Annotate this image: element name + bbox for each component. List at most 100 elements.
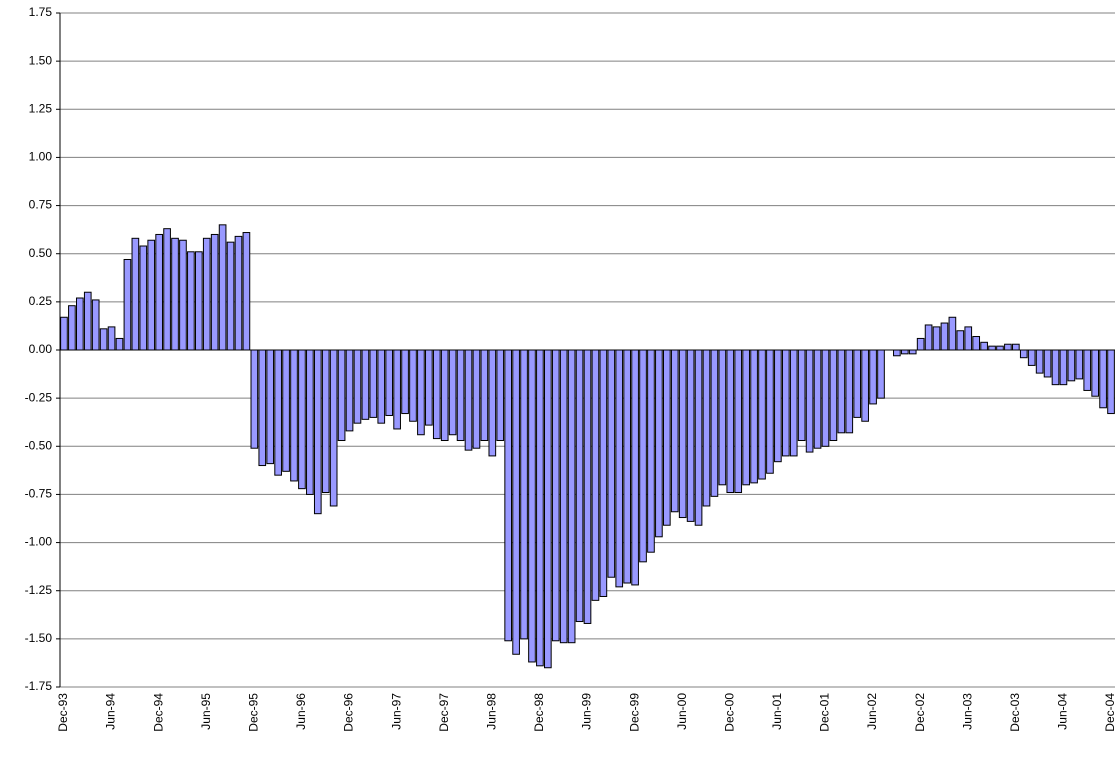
x-tick-label: Jun-94 — [104, 693, 118, 730]
bar — [448, 349, 457, 436]
bar — [1059, 349, 1068, 386]
bar — [774, 349, 782, 463]
bar — [599, 349, 608, 597]
bar — [956, 330, 965, 351]
bar — [1035, 349, 1044, 374]
x-tick-label: Dec-03 — [1008, 693, 1022, 732]
bar — [536, 349, 544, 667]
y-tick-label: 0.25 — [29, 294, 53, 308]
bar — [337, 349, 346, 442]
x-tick-label: Dec-02 — [913, 693, 927, 732]
bar — [726, 349, 735, 494]
bar — [710, 349, 719, 497]
bar — [504, 349, 513, 642]
bar — [1099, 349, 1107, 409]
x-tick-label: Jun-04 — [1056, 693, 1070, 730]
y-tick-label: 1.00 — [29, 150, 53, 164]
bar — [432, 349, 441, 440]
bar — [321, 349, 330, 494]
bar — [631, 349, 639, 586]
bar — [670, 349, 679, 513]
x-tick-label: Dec-95 — [247, 693, 261, 732]
bar — [345, 349, 354, 432]
bar — [583, 349, 592, 624]
bar — [417, 349, 425, 436]
y-tick-label: 1.25 — [29, 101, 53, 115]
bar — [797, 349, 806, 442]
bar — [512, 349, 520, 655]
bar — [678, 349, 687, 519]
bar — [837, 349, 846, 434]
bar — [1004, 343, 1012, 351]
bar — [456, 349, 465, 442]
x-tick-label: Jun-98 — [484, 693, 498, 730]
bar — [861, 349, 869, 422]
bar — [1012, 343, 1020, 351]
x-tick-label: Jun-95 — [199, 693, 213, 730]
x-tick-label: Dec-99 — [627, 693, 641, 732]
x-tick-label: Dec-93 — [56, 693, 70, 732]
y-tick-label: -1.50 — [25, 631, 53, 645]
bar — [980, 341, 988, 351]
bar — [900, 349, 909, 355]
bar — [282, 349, 290, 472]
bar — [480, 349, 489, 442]
y-tick-label: 0.50 — [29, 246, 53, 260]
bar — [393, 349, 401, 430]
x-tick-label: Dec-01 — [818, 693, 832, 732]
bar — [123, 258, 132, 351]
y-tick-label: 0.75 — [29, 198, 53, 212]
bar — [75, 297, 84, 351]
bar — [940, 322, 949, 351]
x-tick-label: Dec-94 — [151, 693, 165, 732]
bar — [853, 349, 862, 418]
bar — [964, 326, 973, 351]
bar — [194, 251, 203, 351]
bar — [869, 349, 877, 405]
bar — [306, 349, 314, 495]
bar — [655, 349, 663, 538]
bar — [1043, 349, 1052, 378]
bar — [575, 349, 584, 623]
bar — [948, 316, 957, 351]
y-tick-label: -1.00 — [25, 535, 53, 549]
bar — [377, 349, 386, 424]
y-tick-label: -0.75 — [25, 487, 53, 501]
bar — [821, 349, 830, 447]
x-tick-label: Jun-99 — [580, 693, 594, 730]
bar — [60, 316, 68, 351]
bar — [877, 349, 885, 399]
bar — [488, 349, 497, 457]
y-tick-label: -1.75 — [25, 679, 53, 693]
bar — [409, 349, 417, 422]
bar — [1107, 349, 1115, 415]
bar — [789, 349, 798, 457]
bar — [845, 349, 854, 434]
bar — [401, 349, 409, 415]
bar — [210, 233, 219, 351]
bar — [250, 349, 259, 449]
bar — [131, 237, 140, 351]
bar — [829, 349, 838, 442]
bar — [179, 239, 187, 351]
bar — [647, 349, 655, 553]
bar — [266, 349, 275, 465]
bar — [559, 349, 568, 644]
x-tick-label: Dec-04 — [1103, 693, 1117, 732]
bar — [369, 349, 378, 418]
bar — [766, 349, 774, 474]
bar — [1083, 349, 1092, 391]
bar — [972, 336, 981, 351]
bar — [639, 349, 647, 563]
bar — [750, 349, 758, 484]
bar — [440, 349, 449, 442]
bar — [623, 349, 631, 584]
bar — [353, 349, 362, 424]
y-tick-label: 1.75 — [29, 5, 53, 19]
x-tick-label: Jun-03 — [960, 693, 974, 730]
bar — [551, 349, 560, 642]
bar — [385, 349, 394, 416]
bar — [115, 337, 124, 351]
bar — [298, 349, 306, 490]
